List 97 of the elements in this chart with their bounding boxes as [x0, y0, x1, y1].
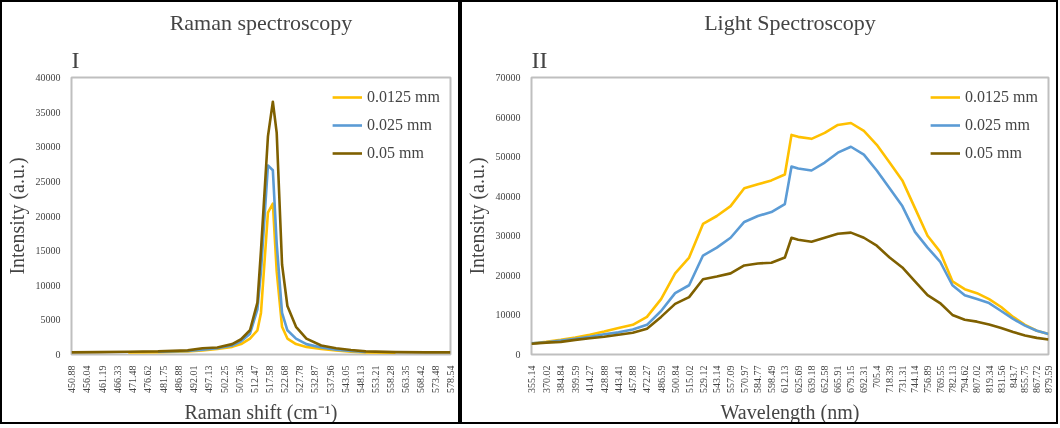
x-tick-label: 414.27	[584, 365, 596, 393]
x-tick-label: 461.19	[96, 365, 108, 393]
y-tick-label: 25000	[35, 175, 61, 187]
x-tick-label: 529.12	[697, 365, 709, 393]
x-tick-label: 625.69	[792, 365, 804, 393]
x-tick-label: 807.02	[971, 365, 983, 393]
legend-label: 0.05 mm	[965, 144, 1022, 162]
x-tick-label: 563.35	[399, 365, 411, 393]
y-axis-title: Intensity (a.u.)	[5, 157, 29, 275]
y-axis-title: Intensity (a.u.)	[465, 157, 489, 275]
y-tick-label: 0	[515, 349, 521, 360]
line-series	[71, 100, 451, 354]
x-tick-label: 486.88	[172, 365, 184, 393]
x-tick-label: 705.4	[871, 365, 883, 388]
x-tick-label: 370.02	[540, 365, 552, 393]
x-tick-label: 486.59	[655, 365, 667, 393]
x-tick-label: 543.14	[711, 365, 723, 393]
chart-title: Raman spectroscopy	[169, 9, 353, 35]
y-tick-label: 15000	[35, 245, 61, 257]
x-tick-label: 553.21	[369, 365, 381, 393]
x-tick-label: 598.49	[765, 365, 777, 393]
line-series	[531, 231, 1049, 346]
x-tick-label: 568.42	[414, 365, 426, 393]
x-tick-label: 517.58	[264, 365, 276, 393]
y-tick-label: 35000	[35, 106, 61, 118]
x-tick-label: 450.88	[66, 365, 77, 393]
x-tick-label: 472.27	[641, 365, 653, 393]
y-tick-label: 40000	[495, 190, 521, 202]
x-tick-label: 665.91	[832, 365, 844, 393]
x-tick-label: 782.13	[946, 365, 958, 393]
x-tick-label: 558.28	[384, 365, 396, 393]
y-tick-label: 10000	[495, 309, 521, 321]
x-tick-label: 399.59	[569, 365, 581, 393]
x-tick-label: 879.59	[1043, 365, 1054, 393]
x-tick-label: 855.75	[1019, 365, 1031, 393]
x-tick-label: 652.58	[819, 365, 831, 393]
x-tick-label: 794.62	[959, 365, 971, 393]
legend-label: 0.0125 mm	[965, 88, 1038, 106]
y-tick-label: 5000	[40, 314, 61, 326]
x-tick-label: 731.31	[896, 365, 908, 393]
x-tick-label: 515.02	[683, 365, 695, 393]
x-tick-label: 500.84	[669, 365, 681, 393]
x-tick-label: 679.15	[845, 365, 857, 393]
x-tick-label: 570.97	[738, 365, 750, 393]
y-tick-label: 50000	[495, 151, 521, 163]
y-tick-label: 30000	[495, 230, 521, 242]
x-tick-label: 522.68	[279, 365, 291, 393]
x-tick-label: 548.13	[354, 365, 366, 393]
x-tick-label: 831.56	[995, 365, 1007, 393]
x-tick-label: 573.48	[429, 365, 441, 393]
x-tick-label: 481.75	[157, 365, 169, 393]
legend-label: 0.0125 mm	[367, 88, 440, 106]
x-tick-label: 756.89	[922, 365, 934, 393]
y-tick-label: 0	[55, 349, 61, 360]
x-tick-label: 843.7	[1007, 365, 1019, 388]
x-tick-label: 769.55	[934, 365, 946, 393]
x-tick-label: 507.36	[233, 365, 245, 393]
y-tick-label: 20000	[35, 210, 61, 222]
x-tick-label: 639.18	[806, 365, 818, 393]
x-tick-label: 578.54	[445, 365, 456, 393]
x-tick-label: 537.96	[324, 365, 336, 393]
x-tick-label: 819.34	[983, 365, 995, 393]
x-tick-label: 443.41	[613, 365, 625, 393]
x-tick-label: 557.09	[725, 365, 737, 393]
legend-label: 0.025 mm	[367, 116, 432, 134]
legend-label: 0.05 mm	[367, 144, 424, 162]
x-tick-label: 502.25	[218, 365, 230, 393]
x-tick-label: 543.05	[339, 365, 351, 393]
y-tick-label: 70000	[495, 72, 521, 83]
y-tick-label: 40000	[35, 72, 61, 83]
x-tick-label: 471.48	[127, 365, 139, 393]
x-tick-label: 612.13	[779, 365, 791, 393]
x-tick-label: 744.14	[909, 365, 921, 393]
x-tick-label: 527.78	[294, 365, 306, 393]
x-tick-label: 428.88	[598, 365, 610, 393]
x-tick-label: 497.13	[203, 365, 215, 393]
x-tick-label: 384.84	[555, 365, 567, 393]
legend-label: 0.025 mm	[965, 116, 1030, 134]
x-tick-label: 476.62	[142, 365, 154, 393]
y-tick-label: 10000	[35, 279, 61, 291]
x-tick-label: 457.88	[627, 365, 639, 393]
x-tick-label: 512.47	[248, 365, 260, 393]
x-tick-label: 584.77	[752, 365, 764, 393]
x-tick-label: 492.01	[188, 365, 200, 393]
x-tick-label: 692.31	[858, 365, 870, 393]
text: I	[71, 46, 80, 73]
chart-title: Light Spectroscopy	[704, 9, 876, 35]
y-tick-label: 30000	[35, 141, 61, 153]
x-tick-label: 456.04	[81, 365, 93, 393]
x-tick-label: 532.87	[309, 365, 321, 393]
y-tick-label: 60000	[495, 111, 521, 123]
x-tick-label: 355.14	[526, 365, 537, 393]
text: II	[531, 46, 548, 73]
x-tick-label: 718.39	[884, 365, 896, 393]
y-tick-label: 20000	[495, 269, 521, 281]
x-tick-label: 867.72	[1031, 365, 1043, 393]
x-tick-label: 466.33	[111, 365, 123, 393]
